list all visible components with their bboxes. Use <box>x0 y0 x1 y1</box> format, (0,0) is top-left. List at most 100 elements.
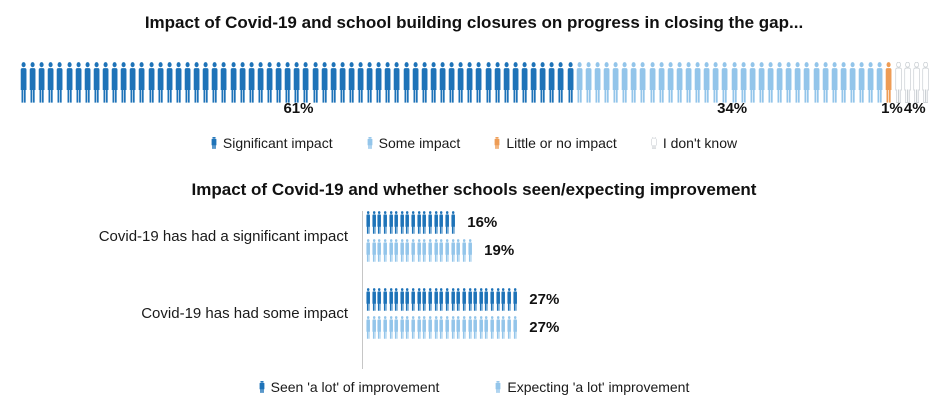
legend-item-expecting-improvement: Expecting 'a lot' improvement <box>495 379 689 395</box>
value-label-little: 1% <box>881 100 903 117</box>
chart2-body: Covid-19 has had a significant impact 16… <box>0 211 948 371</box>
person-icon <box>239 62 246 103</box>
person-icon <box>439 211 444 234</box>
person-icon <box>513 316 517 339</box>
person-icon <box>266 62 273 103</box>
person-icon <box>439 316 444 339</box>
person-icon <box>405 211 410 234</box>
person-icon <box>462 239 466 262</box>
value-label: 27% <box>529 319 560 336</box>
legend-label: Expecting 'a lot' improvement <box>507 379 690 395</box>
person-icon <box>377 211 382 234</box>
person-icon <box>383 211 387 234</box>
bar-group: 27% 27% <box>366 288 559 339</box>
person-icon <box>501 288 506 311</box>
person-icon <box>434 211 438 234</box>
person-icon <box>439 288 444 311</box>
person-icon <box>120 62 127 103</box>
person-icon <box>411 316 416 339</box>
legend-label: Significant impact <box>222 135 333 151</box>
person-icon <box>422 316 427 339</box>
person-icon <box>303 62 309 103</box>
person-icon <box>685 62 692 103</box>
person-icon <box>405 288 410 311</box>
legend-label: Seen 'a lot' of improvement <box>270 379 440 395</box>
person-icon <box>257 62 264 103</box>
person-icon <box>417 239 421 262</box>
person-icon <box>539 62 546 103</box>
person-icon <box>330 62 337 103</box>
bar-icons <box>366 239 473 262</box>
chart2-row-significant: Covid-19 has had a significant impact 16… <box>0 211 948 262</box>
value-label-dont-know: 4% <box>903 100 926 117</box>
person-icon <box>603 62 610 103</box>
person-icon <box>48 62 54 103</box>
person-icon <box>412 62 419 103</box>
segment-little-or-no-impact <box>885 62 894 103</box>
person-icon <box>631 62 637 103</box>
bar-icons <box>366 288 518 311</box>
chart1-value-labels: 61% 34% 1% 4% <box>20 100 933 118</box>
person-icon <box>612 62 619 103</box>
person-icon <box>867 62 874 103</box>
person-icon <box>248 62 255 103</box>
person-icon <box>467 62 473 103</box>
category-label: Covid-19 has had a significant impact <box>98 228 348 245</box>
person-icon <box>377 239 382 262</box>
person-icon <box>422 239 427 262</box>
person-icon <box>348 62 355 103</box>
person-icon <box>479 288 483 311</box>
person-icon <box>513 288 517 311</box>
person-icon <box>372 211 376 234</box>
chart1-title: Impact of Covid-19 and school building c… <box>144 13 804 32</box>
person-icon <box>405 316 410 339</box>
person-icon <box>366 211 370 234</box>
person-icon <box>456 239 461 262</box>
person-icon <box>795 62 801 103</box>
person-icon <box>375 62 382 103</box>
person-icon <box>389 239 393 262</box>
person-icon <box>912 62 920 103</box>
person-icon <box>877 62 883 103</box>
person-icon <box>212 62 218 103</box>
person-icon <box>451 211 455 234</box>
person-icon <box>703 62 710 103</box>
person-icon <box>422 211 427 234</box>
person-icon <box>894 62 902 103</box>
legend-item-seen-improvement: Seen 'a lot' of improvement <box>259 379 440 395</box>
person-marker <box>494 137 500 149</box>
person-icon <box>495 381 501 393</box>
person-icon <box>400 288 404 311</box>
person-icon <box>321 62 328 103</box>
person-icon <box>428 211 432 234</box>
person-icon <box>221 62 227 103</box>
person-icon <box>501 316 506 339</box>
legend-item-some-impact: Some impact <box>367 135 460 151</box>
person-icon <box>456 288 461 311</box>
person-icon <box>722 62 728 103</box>
person-icon <box>394 316 399 339</box>
person-icon <box>585 62 592 103</box>
person-icon <box>507 316 511 339</box>
person-icon <box>804 62 810 103</box>
bar-icons <box>366 316 518 339</box>
person-icon <box>428 288 432 311</box>
person-icon <box>767 62 774 103</box>
legend-item-little-or-no-impact: Little or no impact <box>494 135 617 151</box>
person-icon <box>312 62 318 103</box>
person-icon <box>366 62 373 103</box>
person-icon <box>576 62 583 103</box>
category-label: Covid-19 has had some impact <box>141 305 348 322</box>
person-icon <box>439 239 444 262</box>
person-icon <box>367 137 373 149</box>
chart2-row-some: Covid-19 has had some impact 27% 27% <box>0 288 948 339</box>
person-icon <box>394 62 400 103</box>
value-label-significant: 61% <box>283 100 314 117</box>
person-marker <box>367 137 373 149</box>
person-icon <box>658 62 665 103</box>
person-icon <box>400 211 404 234</box>
person-icon <box>445 211 449 234</box>
person-icon <box>383 239 387 262</box>
person-icon <box>473 288 478 311</box>
person-icon <box>366 288 370 311</box>
